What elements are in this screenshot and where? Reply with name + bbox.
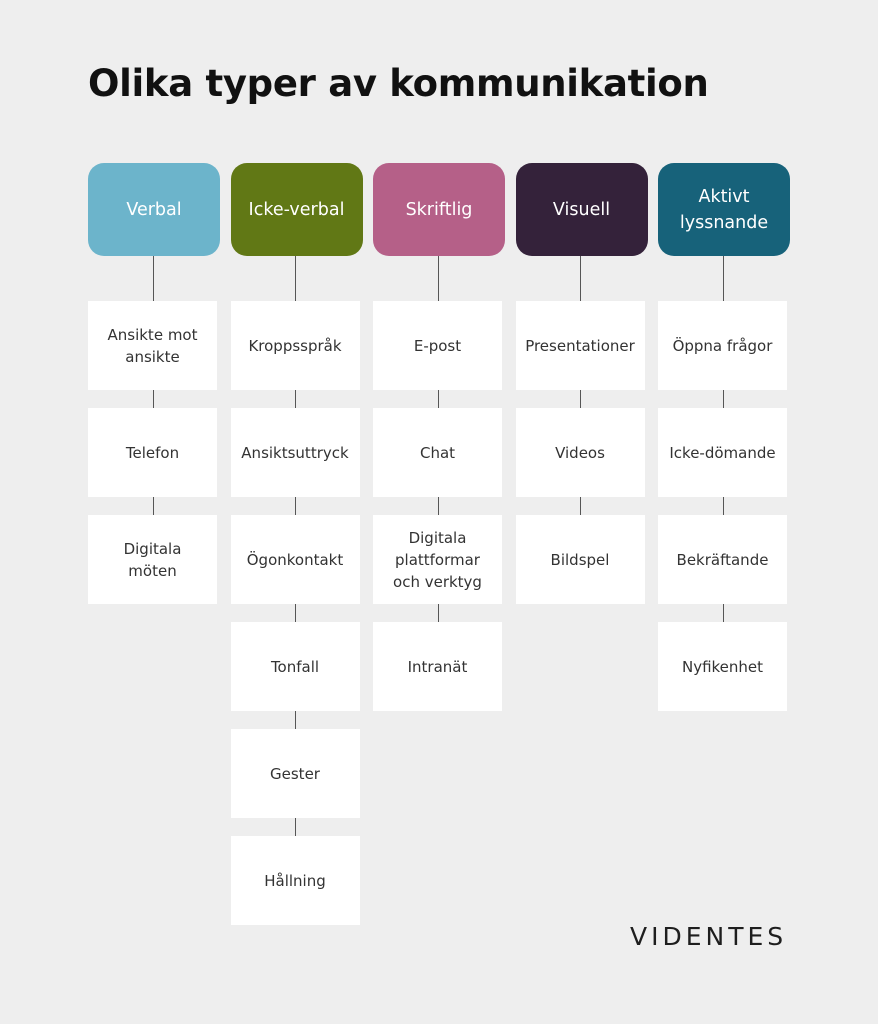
column-1: Icke-verbal Kroppsspråk Ansiktsuttryck Ögon… [230, 163, 363, 925]
connector-line [580, 390, 581, 408]
item-label: Hållning [264, 871, 326, 890]
connector-line [295, 711, 296, 729]
connector-line [437, 256, 439, 301]
item-box: Bildspel [515, 515, 645, 604]
connector-line [295, 390, 296, 408]
item-label: Nyfikenhet [681, 657, 764, 676]
item-label: Bildspel [550, 550, 610, 569]
item-box: Tonfall [230, 622, 360, 711]
diagram-columns: Verbal Ansikte mot ansikte Telefon Digitala… [88, 163, 790, 925]
connector-line [295, 497, 296, 515]
item-label: Ögonkontakt [246, 550, 344, 569]
item-box: Presentationer [515, 301, 645, 390]
item-box: Ögonkontakt [230, 515, 360, 604]
connector-line [580, 256, 581, 301]
item-box: Ansikte mot ansikte [88, 301, 217, 390]
connector-line [152, 497, 154, 515]
item-box: Icke-dömande [658, 408, 787, 497]
item-box: Chat [373, 408, 502, 497]
videntes-logo: VIDENTES [630, 922, 788, 951]
category-label: Skriftlig [405, 199, 473, 220]
column-0: Verbal Ansikte mot ansikte Telefon Digitala… [88, 163, 220, 925]
item-label: Digitala plattformar och verktyg [393, 528, 482, 591]
category-header: Aktivt lyssnande [658, 163, 790, 256]
item-label: Videos [555, 443, 605, 462]
category-label: Aktivt lyssnande [679, 186, 769, 233]
category-header: Skriftlig [373, 163, 505, 256]
item-box: Intranät [373, 622, 502, 711]
connector-line [152, 256, 154, 301]
item-box: Ansiktsuttryck [230, 408, 360, 497]
column-2: Skriftlig E-post Chat Digitala plattformar … [373, 163, 505, 925]
connector-line [722, 497, 724, 515]
connector-line [295, 818, 296, 836]
item-box: Kroppsspråk [230, 301, 360, 390]
item-label: Gester [270, 764, 320, 783]
connector-line [437, 497, 439, 515]
category-label: Verbal [126, 199, 182, 220]
item-label: E-post [413, 336, 462, 355]
connector-line [152, 390, 154, 408]
item-label: Ansikte mot ansikte [107, 325, 198, 366]
item-label: Kroppsspråk [248, 336, 342, 355]
item-label: Öppna frågor [672, 336, 773, 355]
page-title: Olika typer av kommunikation [88, 62, 709, 105]
item-box: E-post [373, 301, 502, 390]
item-box: Digitala plattformar och verktyg [373, 515, 502, 604]
connector-line [295, 256, 296, 301]
item-label: Digitala möten [123, 539, 182, 580]
connector-line [437, 390, 439, 408]
category-label: Icke-verbal [248, 199, 345, 220]
item-box: Digitala möten [88, 515, 217, 604]
category-header: Icke-verbal [230, 163, 363, 256]
category-header: Visuell [515, 163, 648, 256]
connector-line [295, 604, 296, 622]
item-box: Telefon [88, 408, 217, 497]
item-box: Hållning [230, 836, 360, 925]
connector-line [722, 390, 724, 408]
item-label: Telefon [125, 443, 180, 462]
category-header: Verbal [88, 163, 220, 256]
item-label: Chat [419, 443, 456, 462]
item-box: Gester [230, 729, 360, 818]
item-box: Bekräftande [658, 515, 787, 604]
connector-line [722, 256, 724, 301]
connector-line [722, 604, 724, 622]
item-label: Icke-dömande [669, 443, 776, 462]
connector-line [437, 604, 439, 622]
column-3: Visuell Presentationer Videos Bildspel [515, 163, 648, 925]
category-label: Visuell [552, 199, 611, 220]
item-label: Presentationer [525, 336, 635, 355]
item-label: Intranät [407, 657, 468, 676]
column-4: Aktivt lyssnande Öppna frågor Icke-dömande… [658, 163, 790, 925]
item-label: Bekräftande [676, 550, 769, 569]
item-label: Ansiktsuttryck [241, 443, 349, 462]
connector-line [580, 497, 581, 515]
item-label: Tonfall [270, 657, 320, 676]
item-box: Videos [515, 408, 645, 497]
item-box: Öppna frågor [658, 301, 787, 390]
item-box: Nyfikenhet [658, 622, 787, 711]
